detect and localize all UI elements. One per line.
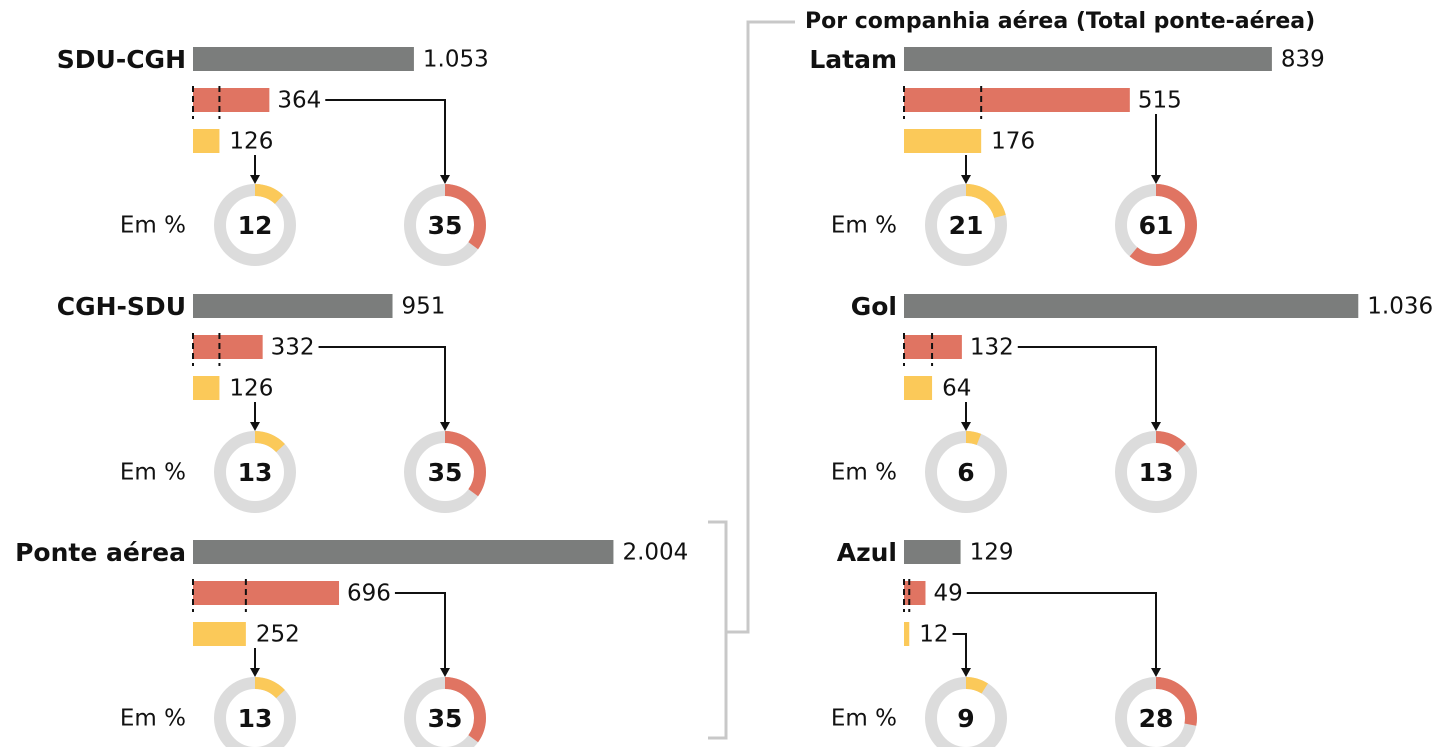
donut-value: 13: [1139, 458, 1174, 487]
red-bar: [904, 88, 1130, 112]
arrow-head: [440, 668, 450, 677]
group-label: SDU-CGH: [57, 45, 186, 74]
yellow-bar: [904, 376, 933, 400]
red-label: 515: [1138, 88, 1182, 114]
group-label: CGH-SDU: [57, 292, 186, 321]
arrow-head: [961, 422, 971, 431]
total-label: 839: [1281, 47, 1325, 73]
total-label: 2.004: [622, 540, 688, 566]
arrow-head: [1151, 668, 1161, 677]
arrow-line: [1017, 346, 1157, 423]
yellow-label: 126: [229, 376, 273, 402]
arrow-line: [325, 99, 446, 176]
arrow-head: [440, 175, 450, 184]
total-bar: [904, 47, 1272, 71]
percent-label: Em %: [120, 706, 186, 732]
red-label: 364: [277, 88, 321, 114]
total-bar: [904, 294, 1359, 318]
red-bar: [193, 335, 263, 359]
red-label: 332: [271, 335, 315, 361]
percent-label: Em %: [120, 460, 186, 486]
bracket: [708, 520, 728, 740]
total-bar: [904, 540, 961, 564]
donut-arc: [925, 677, 1007, 747]
arrow-head: [440, 422, 450, 431]
donut-value: 28: [1139, 704, 1174, 733]
red-label: 132: [970, 335, 1014, 361]
yellow-bar: [193, 622, 246, 646]
total-label: 129: [970, 540, 1014, 566]
donut-arc: [1115, 431, 1197, 513]
donut-value: 61: [1139, 211, 1174, 240]
arrow-head: [250, 422, 260, 431]
percent-label: Em %: [120, 213, 186, 239]
arrow-line: [318, 346, 446, 423]
donut-arc: [214, 677, 296, 747]
arrow-head: [1151, 175, 1161, 184]
donut-value: 35: [428, 704, 463, 733]
donut-arc: [214, 184, 296, 266]
donut-value: 9: [957, 704, 974, 733]
yellow-bar: [193, 376, 220, 400]
donut-value: 35: [428, 211, 463, 240]
donut-value: 35: [428, 458, 463, 487]
donut-arc: [925, 184, 1007, 266]
group-label: Azul: [837, 538, 897, 567]
donut-arc: [214, 431, 296, 513]
yellow-label: 126: [229, 129, 273, 155]
total-label: 951: [402, 294, 446, 320]
arrow-line: [952, 633, 967, 669]
arrow-head: [961, 175, 971, 184]
percent-label: Em %: [831, 460, 897, 486]
donut-value: 13: [238, 458, 273, 487]
total-label: 1.036: [1367, 294, 1433, 320]
donut-arc: [1115, 677, 1197, 747]
arrow-head: [961, 668, 971, 677]
donut-arc: [925, 431, 1007, 513]
group-label: Ponte aérea: [15, 538, 186, 567]
yellow-bar: [193, 129, 220, 153]
group-label: Latam: [809, 45, 897, 74]
subtitle: Por companhia aérea (Total ponte-aérea): [805, 9, 1315, 34]
donut-value: 21: [949, 211, 984, 240]
red-bar: [193, 88, 270, 112]
arrow-head: [250, 175, 260, 184]
donut-arc: [404, 431, 486, 513]
yellow-label: 176: [991, 129, 1035, 155]
yellow-label: 12: [919, 622, 948, 648]
total-bar: [193, 47, 414, 71]
red-label: 696: [347, 581, 391, 607]
yellow-label: 252: [256, 622, 300, 648]
total-label: 1.053: [423, 47, 489, 73]
total-bar: [193, 294, 393, 318]
donut-value: 13: [238, 704, 273, 733]
donut-value: 12: [238, 211, 273, 240]
arrow-line: [966, 592, 1157, 669]
arrow-head: [1151, 422, 1161, 431]
arrow-head: [250, 668, 260, 677]
donut-arc: [404, 677, 486, 747]
red-bar: [193, 581, 340, 605]
percent-label: Em %: [831, 213, 897, 239]
red-label: 49: [933, 581, 962, 607]
percent-label: Em %: [831, 706, 897, 732]
donut-value: 6: [957, 458, 974, 487]
arrow-line: [394, 592, 446, 669]
donut-arc: [404, 184, 486, 266]
donut-arc: [1115, 184, 1197, 266]
yellow-label: 64: [942, 376, 971, 402]
total-bar: [193, 540, 614, 564]
group-label: Gol: [851, 292, 897, 321]
connector: [726, 20, 795, 634]
red-bar: [904, 581, 926, 605]
yellow-bar: [904, 622, 910, 646]
yellow-bar: [904, 129, 982, 153]
